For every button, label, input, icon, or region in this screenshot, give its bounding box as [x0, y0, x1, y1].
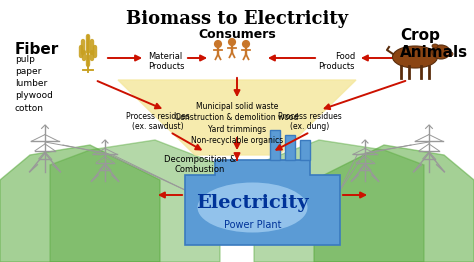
Ellipse shape [445, 52, 453, 57]
FancyBboxPatch shape [300, 140, 310, 160]
Text: Decomposition &
Combustion: Decomposition & Combustion [164, 155, 236, 174]
Polygon shape [314, 145, 474, 262]
Ellipse shape [392, 46, 438, 68]
Text: Biomass to Electricity: Biomass to Electricity [126, 10, 348, 28]
Text: Food
Products: Food Products [319, 52, 355, 72]
Polygon shape [254, 140, 424, 262]
Text: Electricity: Electricity [196, 194, 309, 211]
Polygon shape [185, 160, 340, 245]
Ellipse shape [432, 44, 438, 48]
Circle shape [243, 41, 249, 47]
Text: Power Plant: Power Plant [224, 220, 281, 230]
Text: Material
Products: Material Products [148, 52, 184, 72]
FancyBboxPatch shape [285, 135, 295, 160]
Text: Fiber: Fiber [15, 42, 59, 57]
Text: Process residues
(ex. sawdust): Process residues (ex. sawdust) [126, 112, 190, 132]
Text: Process residues
(ex. dung): Process residues (ex. dung) [278, 112, 342, 132]
Text: Consumers: Consumers [198, 28, 276, 41]
Polygon shape [50, 140, 220, 262]
Text: Crop
Animals: Crop Animals [400, 28, 468, 61]
Ellipse shape [432, 45, 450, 59]
Text: pulp
paper
lumber
plywood
cotton: pulp paper lumber plywood cotton [15, 55, 53, 113]
Text: Municipal solid waste
Construction & demolition wood
Yard trimmings
Non-recyclab: Municipal solid waste Construction & dem… [175, 102, 299, 145]
Circle shape [215, 41, 221, 47]
Circle shape [228, 39, 236, 45]
FancyBboxPatch shape [270, 130, 280, 160]
Polygon shape [118, 80, 356, 155]
Polygon shape [0, 145, 160, 262]
Ellipse shape [198, 183, 308, 232]
